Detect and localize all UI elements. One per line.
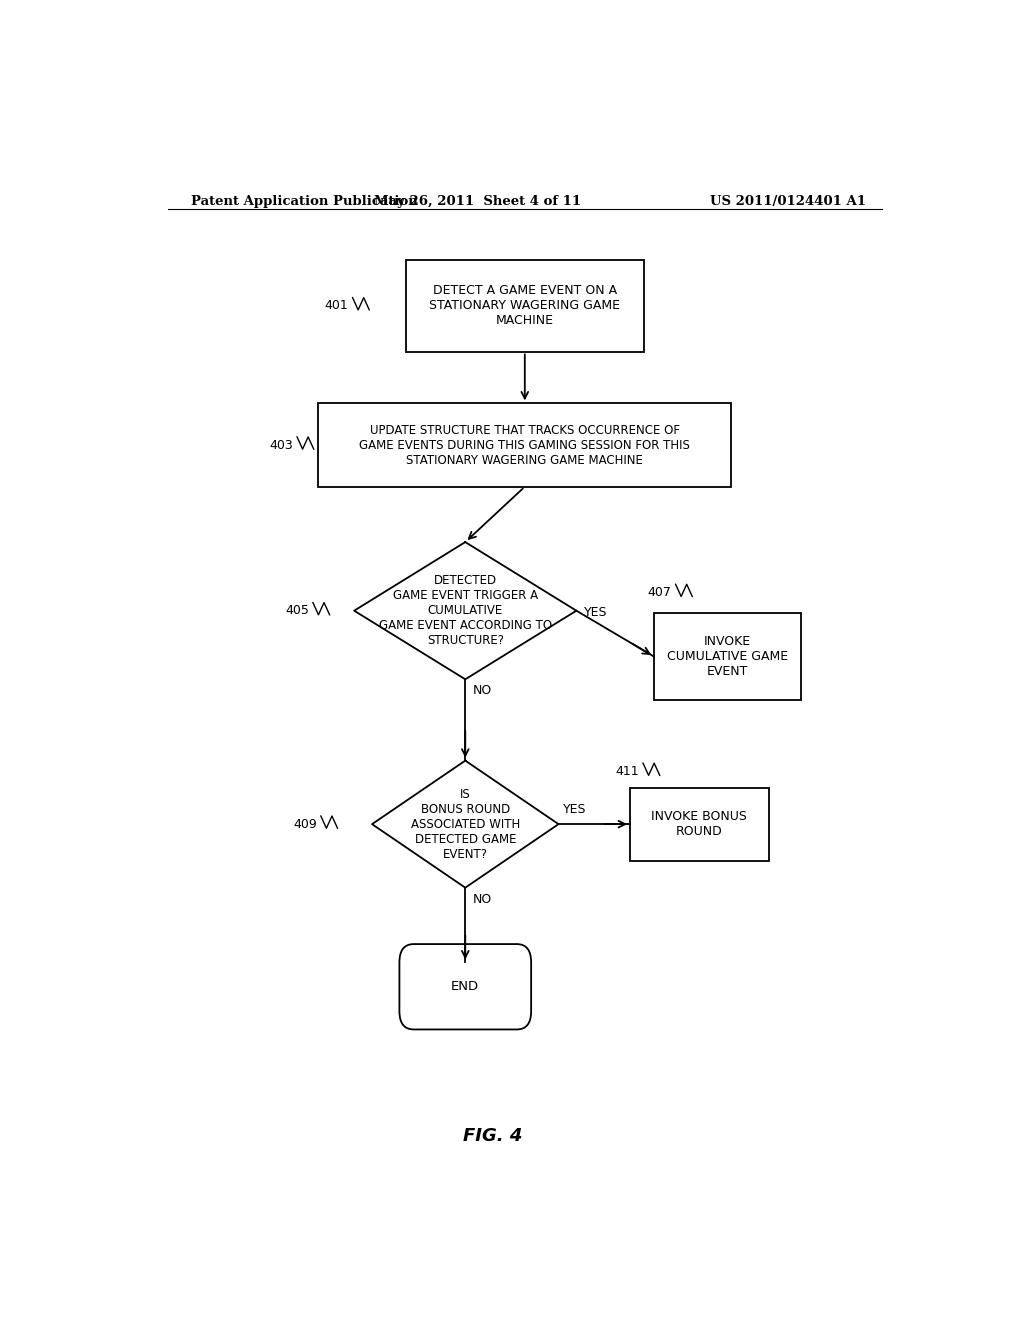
Text: 401: 401 [325, 300, 348, 313]
FancyBboxPatch shape [318, 404, 731, 487]
Text: YES: YES [562, 803, 586, 816]
Text: INVOKE
CUMULATIVE GAME
EVENT: INVOKE CUMULATIVE GAME EVENT [667, 635, 787, 678]
Polygon shape [354, 543, 577, 680]
Text: Patent Application Publication: Patent Application Publication [191, 194, 418, 207]
Text: NO: NO [473, 892, 493, 906]
Text: 403: 403 [269, 438, 293, 451]
Text: 411: 411 [615, 764, 639, 777]
Text: UPDATE STRUCTURE THAT TRACKS OCCURRENCE OF
GAME EVENTS DURING THIS GAMING SESSIO: UPDATE STRUCTURE THAT TRACKS OCCURRENCE … [359, 424, 690, 466]
Text: IS
BONUS ROUND
ASSOCIATED WITH
DETECTED GAME
EVENT?: IS BONUS ROUND ASSOCIATED WITH DETECTED … [411, 788, 520, 861]
Text: 407: 407 [648, 586, 672, 599]
Text: INVOKE BONUS
ROUND: INVOKE BONUS ROUND [651, 810, 748, 838]
FancyBboxPatch shape [653, 614, 801, 700]
Text: NO: NO [473, 684, 493, 697]
Text: DETECTED
GAME EVENT TRIGGER A
CUMULATIVE
GAME EVENT ACCORDING TO
STRUCTURE?: DETECTED GAME EVENT TRIGGER A CUMULATIVE… [379, 574, 552, 647]
Text: YES: YES [585, 606, 608, 619]
FancyBboxPatch shape [630, 788, 769, 861]
Text: DETECT A GAME EVENT ON A
STATIONARY WAGERING GAME
MACHINE: DETECT A GAME EVENT ON A STATIONARY WAGE… [429, 284, 621, 327]
Text: END: END [452, 981, 479, 993]
FancyBboxPatch shape [406, 260, 644, 351]
Text: May 26, 2011  Sheet 4 of 11: May 26, 2011 Sheet 4 of 11 [374, 194, 581, 207]
Text: 409: 409 [293, 817, 316, 830]
Text: US 2011/0124401 A1: US 2011/0124401 A1 [710, 194, 866, 207]
Text: 405: 405 [285, 605, 309, 618]
Text: FIG. 4: FIG. 4 [464, 1127, 522, 1146]
Polygon shape [372, 760, 558, 887]
FancyBboxPatch shape [399, 944, 531, 1030]
